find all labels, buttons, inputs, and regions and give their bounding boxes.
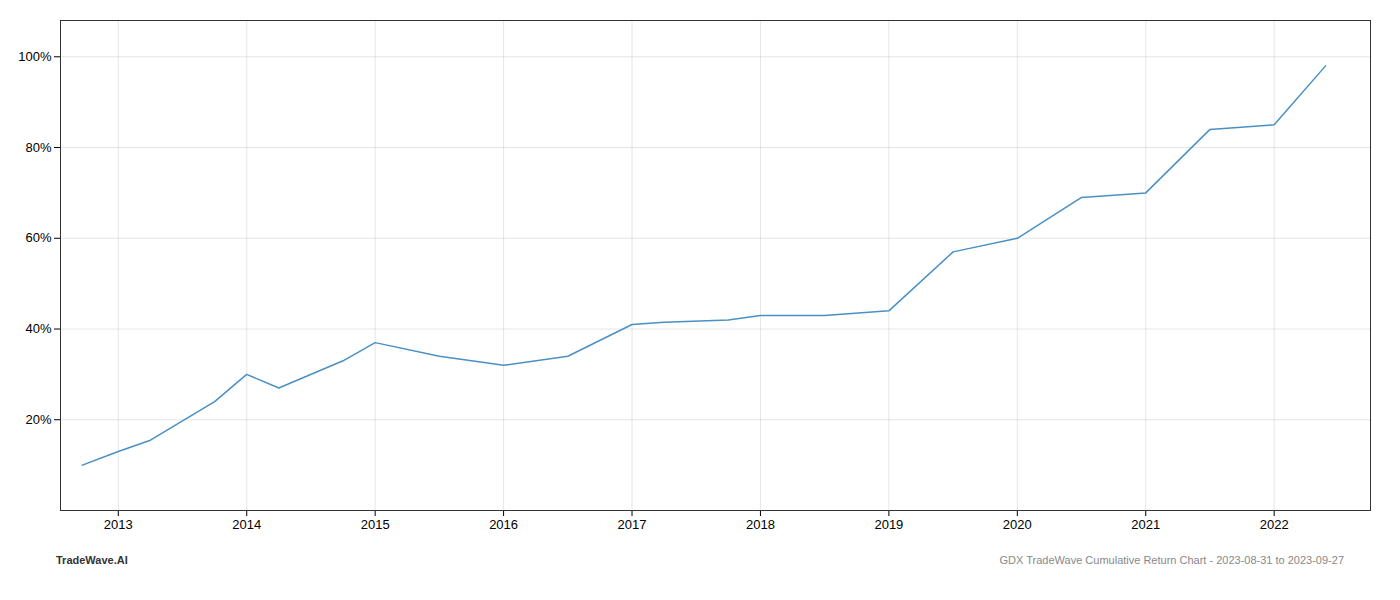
svg-text:2016: 2016 — [489, 517, 518, 532]
svg-text:2015: 2015 — [361, 517, 390, 532]
svg-text:60%: 60% — [25, 230, 51, 245]
svg-text:2022: 2022 — [1260, 517, 1289, 532]
svg-text:2017: 2017 — [618, 517, 647, 532]
svg-text:2013: 2013 — [104, 517, 133, 532]
svg-text:80%: 80% — [25, 140, 51, 155]
svg-text:2018: 2018 — [746, 517, 775, 532]
svg-text:20%: 20% — [25, 412, 51, 427]
html-text:TradeWave.AI: TradeWave.AI — [56, 554, 128, 566]
svg-text:2021: 2021 — [1131, 517, 1160, 532]
html-text:GDX TradeWave Cumulative Retur: GDX TradeWave Cumulative Return Chart - … — [999, 554, 1344, 566]
svg-text:2019: 2019 — [874, 517, 903, 532]
svg-text:40%: 40% — [25, 321, 51, 336]
svg-text:2020: 2020 — [1003, 517, 1032, 532]
svg-text:100%: 100% — [18, 49, 52, 64]
svg-text:2014: 2014 — [232, 517, 261, 532]
